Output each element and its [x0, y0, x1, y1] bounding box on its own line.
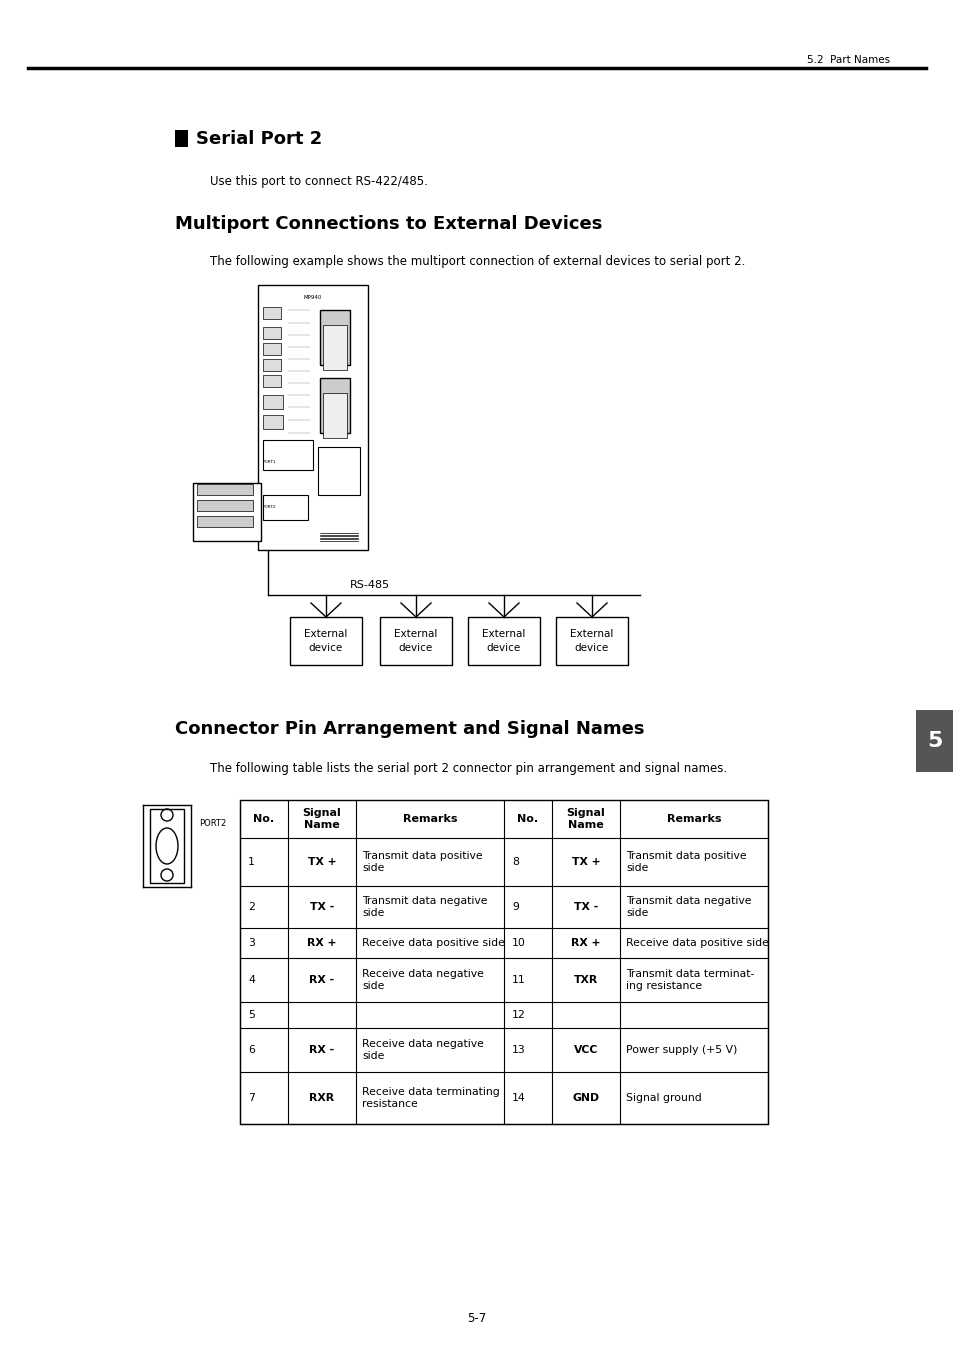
Text: 8: 8	[512, 857, 518, 867]
Text: PORT2: PORT2	[199, 819, 226, 828]
Text: External
device: External device	[304, 630, 347, 653]
Bar	[263, 376, 281, 386]
Text: Transmit data terminat-
ing resistance: Transmit data terminat- ing resistance	[625, 969, 754, 992]
Text: Power supply (+5 V): Power supply (+5 V)	[625, 1046, 737, 1055]
Bar	[319, 309, 350, 365]
Text: Use this port to connect RS-422/485.: Use this port to connect RS-422/485.	[210, 176, 428, 188]
Text: GND: GND	[572, 1093, 598, 1102]
Bar	[468, 617, 539, 665]
Bar	[193, 484, 261, 540]
Text: Transmit data negative
side: Transmit data negative side	[625, 896, 751, 919]
Text: Serial Port 2: Serial Port 2	[195, 130, 322, 147]
Text: Receive data terminating
resistance: Receive data terminating resistance	[361, 1086, 499, 1109]
Bar	[319, 378, 350, 434]
Text: RX +: RX +	[571, 938, 600, 948]
Text: Transmit data negative
side: Transmit data negative side	[361, 896, 487, 919]
Text: 4: 4	[248, 975, 254, 985]
Text: Signal ground: Signal ground	[625, 1093, 701, 1102]
Text: 1: 1	[248, 857, 254, 867]
Bar	[196, 484, 253, 494]
Bar	[915, 711, 953, 771]
Text: PORT2: PORT2	[263, 505, 276, 509]
Text: TX -: TX -	[310, 902, 334, 912]
Text: Receive data positive side: Receive data positive side	[361, 938, 504, 948]
Text: 6: 6	[248, 1046, 254, 1055]
Bar	[379, 617, 452, 665]
Text: RX -: RX -	[309, 975, 335, 985]
Text: External
device: External device	[482, 630, 525, 653]
Bar	[317, 447, 359, 494]
Text: RS-485: RS-485	[350, 580, 390, 590]
Text: Receive data negative
side: Receive data negative side	[361, 969, 483, 992]
Ellipse shape	[156, 828, 178, 865]
Bar	[240, 800, 767, 1124]
Text: 7: 7	[248, 1093, 254, 1102]
Text: 10: 10	[512, 938, 525, 948]
Text: Signal
Name: Signal Name	[566, 808, 605, 830]
Bar	[263, 415, 283, 430]
Bar	[196, 500, 253, 511]
Text: Multiport Connections to External Devices: Multiport Connections to External Device…	[174, 215, 601, 232]
Text: RXR: RXR	[309, 1093, 335, 1102]
Bar	[263, 307, 281, 319]
Bar	[257, 285, 368, 550]
Bar	[150, 809, 184, 884]
Text: 14: 14	[512, 1093, 525, 1102]
Bar	[263, 359, 281, 372]
Text: TX +: TX +	[308, 857, 336, 867]
Text: 2: 2	[248, 902, 254, 912]
Bar	[323, 393, 347, 438]
Text: RX +: RX +	[307, 938, 336, 948]
Text: 11: 11	[512, 975, 525, 985]
Text: The following table lists the serial port 2 connector pin arrangement and signal: The following table lists the serial por…	[210, 762, 726, 775]
Text: TX +: TX +	[571, 857, 599, 867]
Text: 3: 3	[248, 938, 254, 948]
Text: The following example shows the multiport connection of external devices to seri: The following example shows the multipor…	[210, 255, 744, 267]
Text: No.: No.	[517, 815, 538, 824]
Text: PORT1: PORT1	[263, 459, 276, 463]
Bar	[323, 326, 347, 370]
Text: Receive data negative
side: Receive data negative side	[361, 1039, 483, 1061]
Bar	[556, 617, 627, 665]
Bar	[196, 516, 253, 527]
Text: Transmit data positive
side: Transmit data positive side	[625, 851, 746, 873]
Text: TXR: TXR	[574, 975, 598, 985]
Text: External
device: External device	[394, 630, 437, 653]
Bar	[290, 617, 361, 665]
Text: 13: 13	[512, 1046, 525, 1055]
Text: Receive data positive side: Receive data positive side	[625, 938, 768, 948]
Text: 5: 5	[926, 731, 942, 751]
Bar	[263, 440, 313, 470]
Text: 12: 12	[512, 1011, 525, 1020]
Text: 9: 9	[512, 902, 518, 912]
Text: VCC: VCC	[573, 1046, 598, 1055]
Text: TX -: TX -	[574, 902, 598, 912]
Bar	[263, 494, 308, 520]
Text: Remarks: Remarks	[402, 815, 456, 824]
Text: Connector Pin Arrangement and Signal Names: Connector Pin Arrangement and Signal Nam…	[174, 720, 644, 738]
Bar	[263, 394, 283, 409]
Text: Transmit data positive
side: Transmit data positive side	[361, 851, 482, 873]
Text: 5: 5	[248, 1011, 254, 1020]
Bar	[263, 327, 281, 339]
Text: External
device: External device	[570, 630, 613, 653]
Bar	[263, 343, 281, 355]
Text: 5-7: 5-7	[467, 1312, 486, 1324]
Text: 5.2  Part Names: 5.2 Part Names	[806, 55, 889, 65]
Text: Signal
Name: Signal Name	[302, 808, 341, 830]
Text: Remarks: Remarks	[666, 815, 720, 824]
Bar	[174, 130, 188, 147]
Text: RX -: RX -	[309, 1046, 335, 1055]
Text: MP940: MP940	[303, 295, 322, 300]
Text: No.: No.	[253, 815, 274, 824]
